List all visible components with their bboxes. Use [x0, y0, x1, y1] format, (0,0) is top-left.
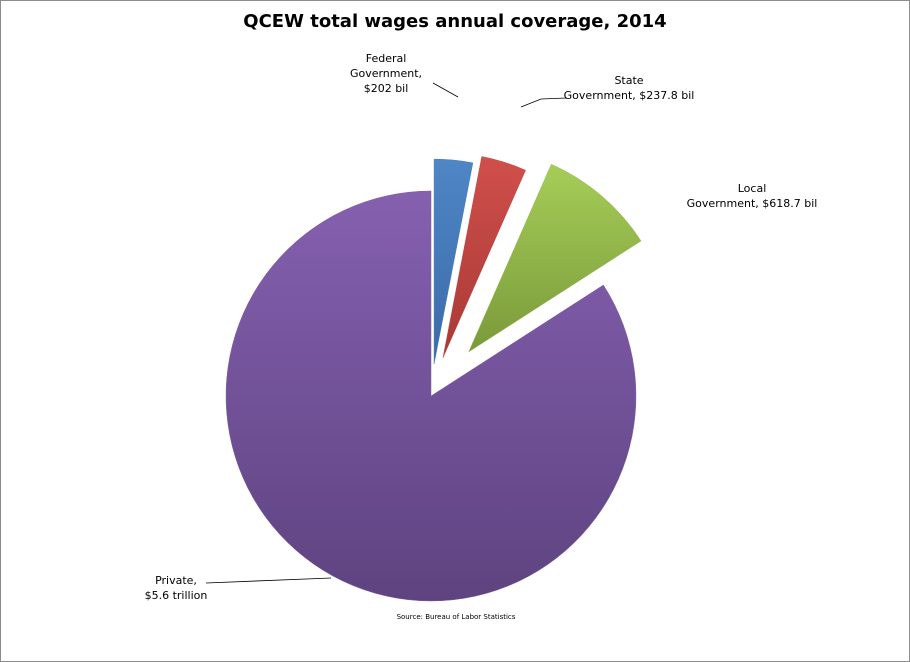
source-note: Source: Bureau of Labor Statistics: [396, 613, 516, 621]
slice-label-private: Private, $5.6 trillion: [144, 574, 208, 602]
leader-line-federal: [432, 82, 459, 98]
pie-slice-local: [468, 163, 642, 353]
chart-title: QCEW total wages annual coverage, 2014: [243, 11, 667, 32]
leader-line-state: [520, 97, 568, 108]
leader-lines: [205, 82, 568, 584]
slice-label-local: Local Government, $618.7 bil: [686, 182, 818, 210]
pie-slices: [225, 156, 642, 602]
pie-slice-federal: [433, 158, 474, 365]
pie-slice-state: [442, 156, 526, 358]
pie-slice-private: [225, 190, 637, 602]
leader-line-private: [205, 577, 332, 584]
slice-label-federal: Federal Government, $202 bil: [349, 52, 423, 95]
slice-label-state: State Government, $237.8 bil: [563, 74, 695, 102]
